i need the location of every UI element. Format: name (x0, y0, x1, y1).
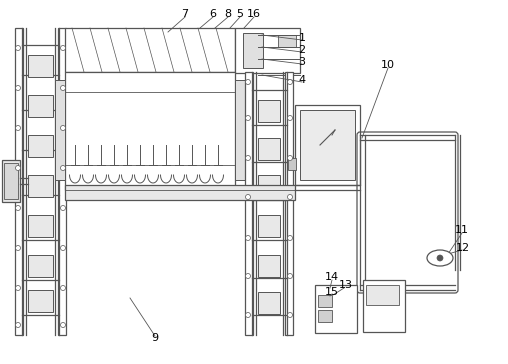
Circle shape (60, 46, 66, 51)
Circle shape (16, 126, 20, 131)
Circle shape (245, 155, 250, 161)
Circle shape (245, 313, 250, 317)
Circle shape (16, 285, 20, 290)
Circle shape (288, 155, 293, 161)
Bar (65, 185, 295, 200)
Bar (28, 55, 53, 77)
Circle shape (16, 166, 20, 170)
Circle shape (60, 285, 66, 290)
Circle shape (288, 236, 293, 241)
Circle shape (288, 115, 293, 120)
Bar (55, 80, 65, 180)
Bar (28, 215, 53, 237)
Circle shape (288, 273, 293, 278)
Text: 16: 16 (247, 9, 261, 19)
Text: 2: 2 (298, 45, 306, 55)
Bar (243, 33, 263, 68)
Bar (2, 160, 20, 202)
Bar (258, 100, 280, 122)
Bar (28, 175, 53, 197)
Circle shape (16, 245, 20, 250)
Bar (15, 28, 23, 335)
Bar (58, 28, 66, 335)
Circle shape (16, 206, 20, 210)
Text: 7: 7 (181, 9, 188, 19)
Text: 5: 5 (237, 9, 243, 19)
Bar (295, 105, 360, 185)
Circle shape (16, 323, 20, 328)
Circle shape (437, 255, 443, 261)
Circle shape (60, 323, 66, 328)
Circle shape (288, 194, 293, 199)
Circle shape (60, 126, 66, 131)
Circle shape (245, 236, 250, 241)
Bar (28, 135, 53, 157)
Bar (318, 295, 332, 307)
Text: 13: 13 (339, 280, 353, 290)
Text: 3: 3 (299, 57, 305, 67)
Circle shape (288, 313, 293, 317)
Bar (258, 175, 280, 197)
Ellipse shape (427, 250, 453, 266)
Text: 4: 4 (298, 75, 306, 85)
Circle shape (245, 194, 250, 199)
Bar (28, 255, 53, 277)
Circle shape (16, 46, 20, 51)
Bar (258, 138, 280, 160)
Text: 12: 12 (456, 243, 470, 253)
Text: 8: 8 (225, 9, 232, 19)
Circle shape (60, 206, 66, 210)
Bar (318, 310, 332, 322)
Bar (278, 35, 296, 47)
Circle shape (245, 115, 250, 120)
Circle shape (288, 79, 293, 84)
Circle shape (245, 79, 250, 84)
Circle shape (245, 273, 250, 278)
Bar (65, 28, 235, 72)
Bar (235, 28, 300, 73)
Bar (363, 280, 405, 332)
Bar (65, 72, 235, 190)
Bar (28, 290, 53, 312)
Bar (300, 110, 355, 180)
Bar (285, 72, 293, 335)
Circle shape (60, 86, 66, 91)
Bar (258, 255, 280, 277)
Text: 9: 9 (151, 333, 158, 343)
Circle shape (60, 166, 66, 170)
Bar (315, 285, 357, 333)
Bar (235, 80, 245, 180)
Text: 15: 15 (325, 287, 339, 297)
Bar (366, 285, 399, 305)
Text: 1: 1 (299, 33, 305, 43)
Text: 11: 11 (455, 225, 469, 235)
Bar (288, 158, 296, 170)
Text: 14: 14 (325, 272, 339, 282)
Text: 6: 6 (209, 9, 216, 19)
Bar (258, 292, 280, 314)
Bar (258, 215, 280, 237)
Bar (4, 163, 18, 199)
Text: 10: 10 (381, 60, 395, 70)
Circle shape (60, 245, 66, 250)
Bar (245, 72, 253, 335)
Circle shape (16, 86, 20, 91)
Bar (28, 95, 53, 117)
